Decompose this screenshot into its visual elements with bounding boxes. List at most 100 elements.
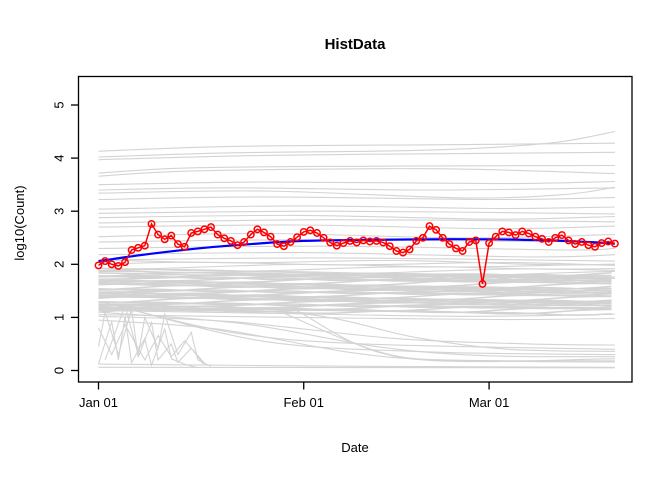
history-line xyxy=(98,309,615,317)
data-point-marker xyxy=(200,225,209,234)
history-band-line xyxy=(98,304,612,311)
y-tick-label: 5 xyxy=(52,101,67,108)
data-point-marker xyxy=(551,233,560,242)
data-point-marker xyxy=(213,230,222,239)
history-line xyxy=(98,130,615,158)
data-point-marker xyxy=(127,246,136,254)
data-point-marker xyxy=(518,227,527,236)
data-point-marker xyxy=(511,231,520,240)
data-point-marker xyxy=(452,244,460,253)
data-point-marker xyxy=(478,279,487,288)
data-point-marker xyxy=(326,238,335,247)
y-axis-label: log10(Count) xyxy=(12,185,27,261)
data-point-marker xyxy=(531,232,540,241)
data-point-marker xyxy=(167,231,176,240)
data-point-marker xyxy=(313,229,321,237)
history-line xyxy=(98,151,615,161)
history-line xyxy=(98,319,615,362)
history-strand-line xyxy=(98,266,615,272)
x-tick-label: Mar 01 xyxy=(469,395,509,410)
data-point-marker xyxy=(418,233,427,242)
history-line xyxy=(98,224,615,230)
history-line xyxy=(98,214,615,220)
data-point-marker xyxy=(193,227,202,236)
data-point-marker xyxy=(94,261,103,270)
y-tick-label: 4 xyxy=(52,154,67,161)
history-line xyxy=(98,311,615,358)
history-line xyxy=(98,363,615,368)
history-line xyxy=(98,168,615,177)
data-point-marker xyxy=(279,242,288,251)
data-point-marker xyxy=(571,240,580,249)
data-point-marker xyxy=(220,234,229,243)
data-point-marker xyxy=(385,242,394,251)
data-point-marker xyxy=(425,222,434,231)
data-point-marker xyxy=(379,238,388,247)
y-tick-label: 3 xyxy=(52,208,67,215)
data-point-marker xyxy=(538,234,546,243)
data-point-marker xyxy=(332,241,341,250)
history-line xyxy=(283,312,615,363)
history-zigzag-line xyxy=(104,303,212,367)
history-line xyxy=(111,303,615,356)
data-point-marker xyxy=(471,236,480,245)
history-strand-line xyxy=(98,272,615,279)
history-line xyxy=(98,252,615,258)
data-point-marker xyxy=(591,242,599,251)
history-line xyxy=(98,186,615,199)
data-point-marker xyxy=(339,239,348,248)
data-point-marker xyxy=(266,232,275,241)
data-point-marker xyxy=(226,236,235,245)
data-point-marker xyxy=(438,233,447,242)
data-point-marker xyxy=(458,247,467,255)
data-point-marker xyxy=(306,226,315,235)
history-line xyxy=(98,315,615,346)
chart-title: HistData xyxy=(324,36,386,53)
data-point-marker xyxy=(154,230,163,239)
y-tick-label: 1 xyxy=(52,314,67,321)
data-point-marker xyxy=(121,258,129,267)
data-point-marker xyxy=(293,233,302,242)
data-point-marker xyxy=(253,225,262,234)
history-line xyxy=(98,180,615,186)
history-line xyxy=(98,366,615,369)
data-point-marker xyxy=(445,240,454,249)
history-band-line xyxy=(98,290,612,297)
data-point-marker xyxy=(101,257,110,266)
history-line xyxy=(98,307,615,352)
history-line xyxy=(98,196,615,201)
data-point-marker xyxy=(240,238,249,246)
history-line xyxy=(98,232,615,239)
x-tick-label: Feb 01 xyxy=(283,395,323,410)
data-point-marker xyxy=(577,238,586,246)
data-point-marker xyxy=(160,235,169,244)
history-line xyxy=(98,257,615,262)
data-point-marker xyxy=(604,237,613,246)
current-series-line xyxy=(98,222,616,285)
x-axis-label: Date xyxy=(341,440,369,455)
history-strand-line xyxy=(98,259,615,266)
history-zigzag-line xyxy=(98,323,205,364)
data-point-marker xyxy=(544,238,553,246)
data-point-marker xyxy=(504,228,513,237)
data-point-marker xyxy=(207,223,215,232)
data-point-marker xyxy=(491,232,500,241)
data-point-marker xyxy=(564,236,573,245)
data-point-marker xyxy=(399,248,407,257)
history-line xyxy=(98,219,615,224)
data-point-marker xyxy=(319,233,328,242)
history-zigzag-line xyxy=(97,309,205,366)
data-point-marker xyxy=(140,241,149,250)
history-line xyxy=(98,210,615,215)
data-point-marker xyxy=(405,245,414,254)
data-point-marker xyxy=(432,225,441,234)
data-point-marker xyxy=(114,261,123,270)
y-tick-label: 0 xyxy=(52,367,67,374)
data-point-marker xyxy=(610,239,619,248)
plot-box xyxy=(77,75,633,383)
history-line xyxy=(296,310,615,363)
data-point-marker xyxy=(286,238,295,246)
data-point-marker xyxy=(485,239,494,248)
data-point-marker xyxy=(524,229,533,238)
